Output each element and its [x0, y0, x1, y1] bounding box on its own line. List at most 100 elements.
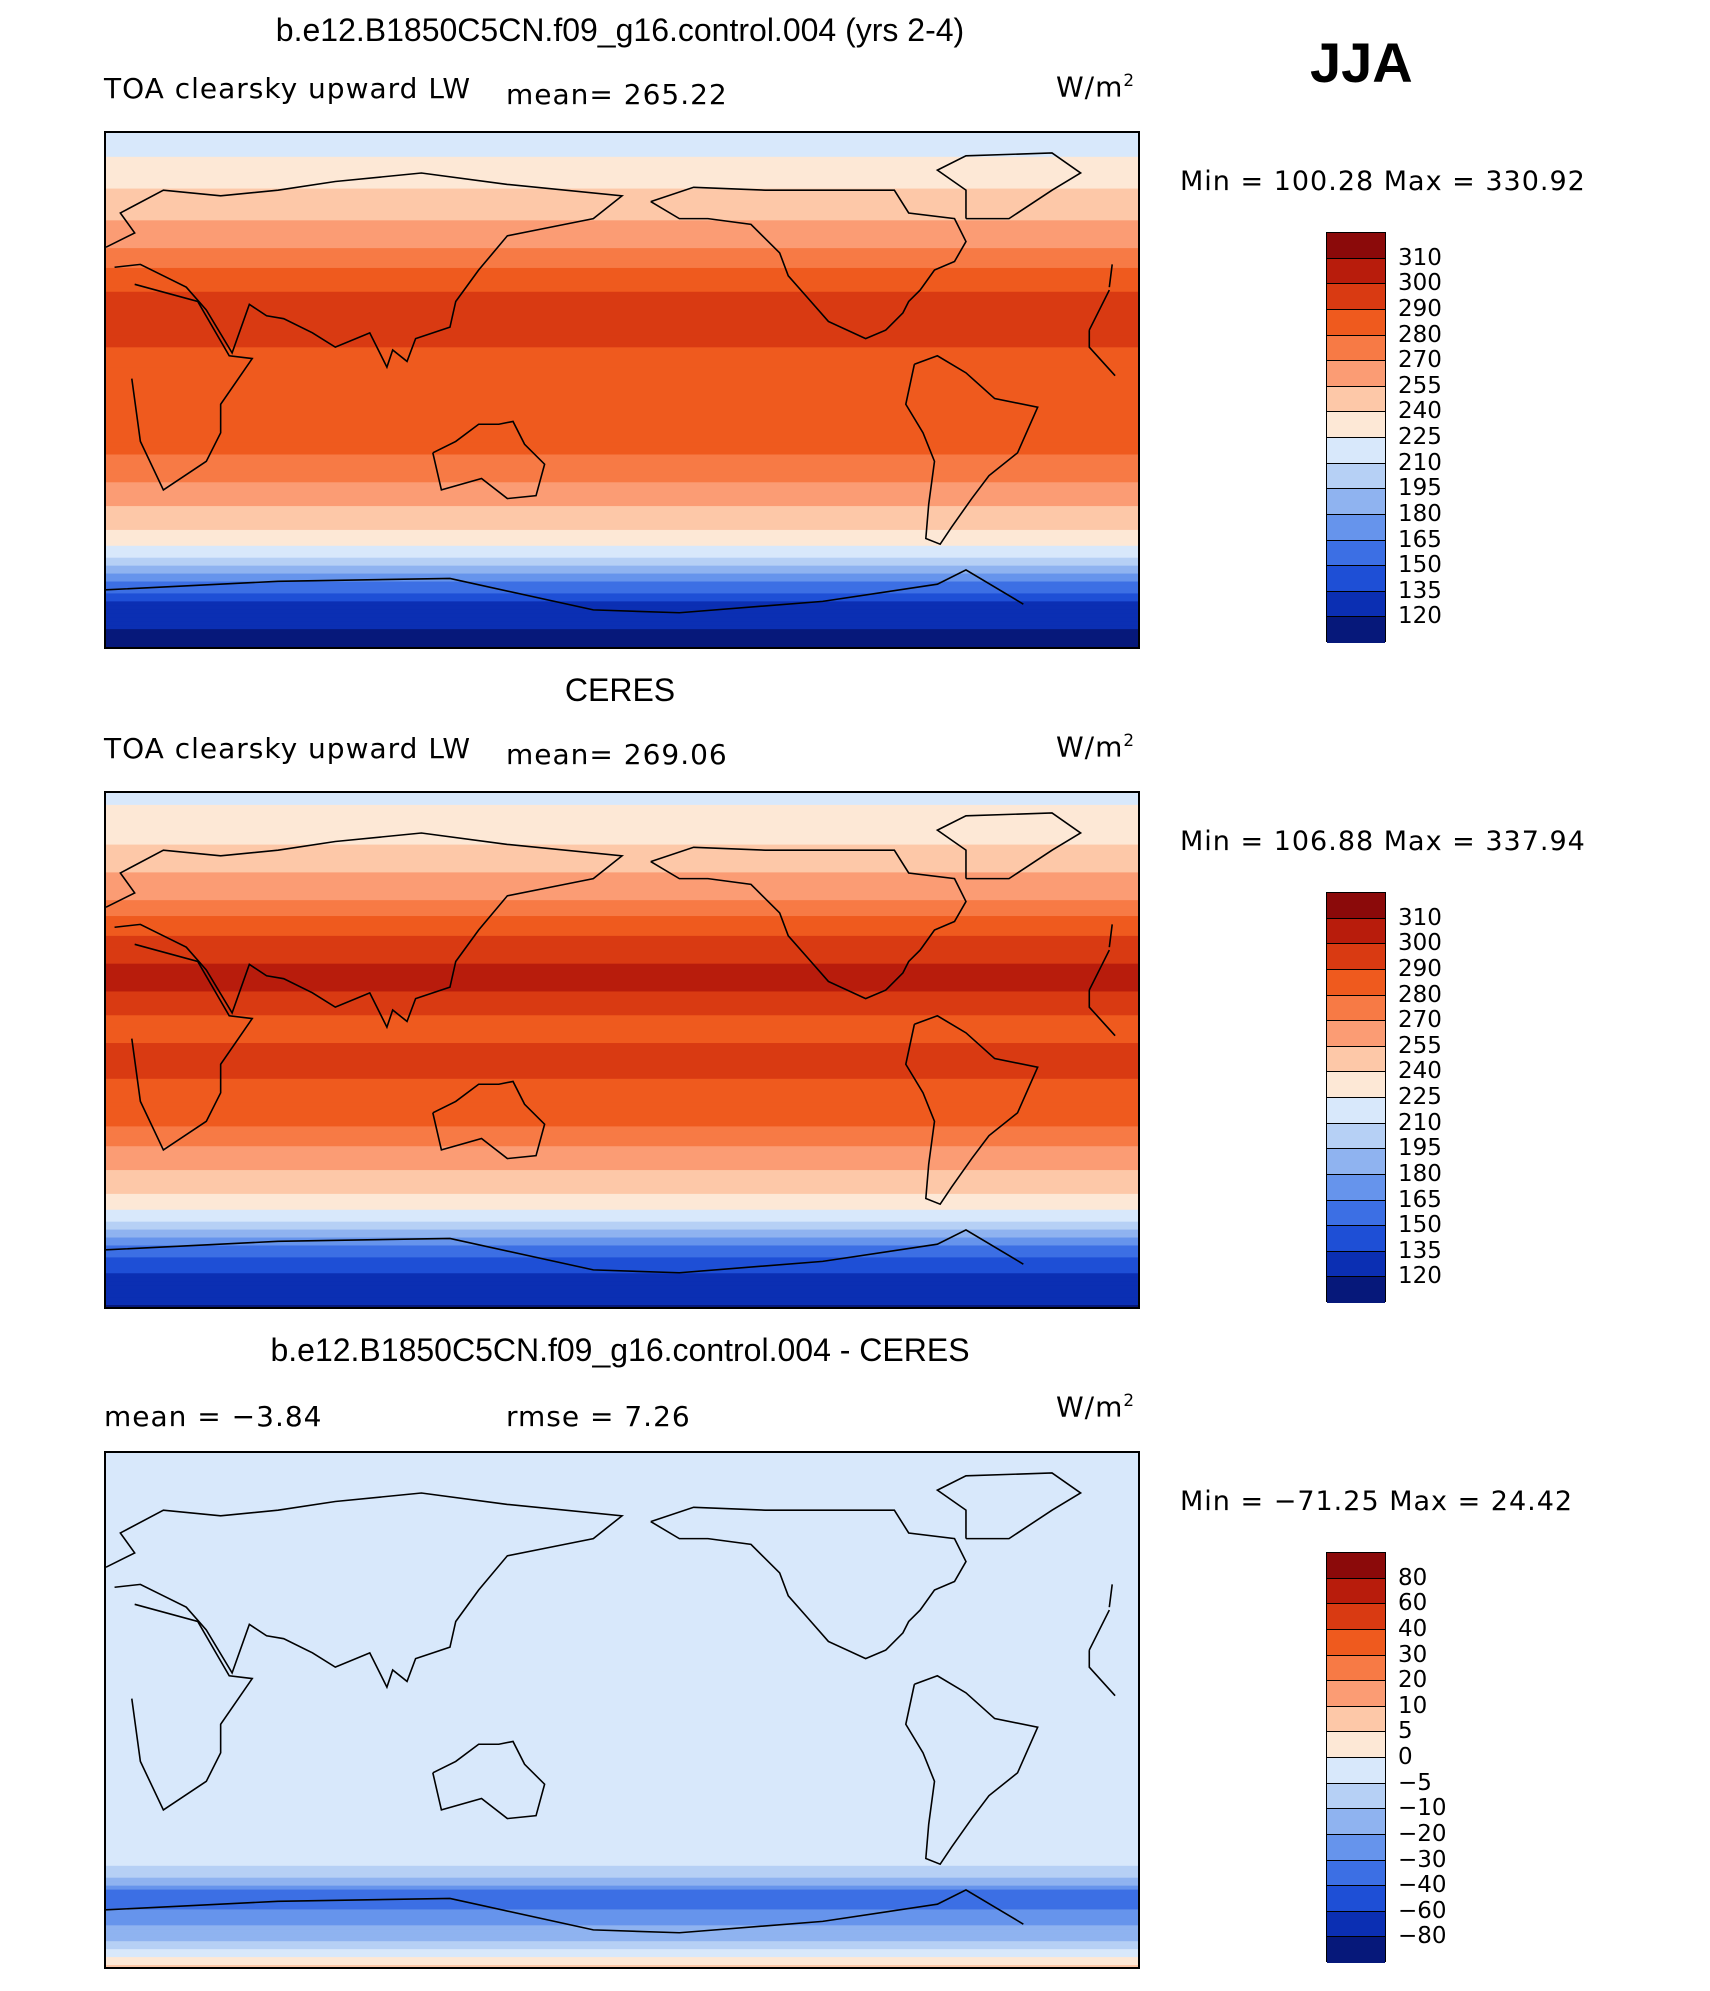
colorbar-tick-label: 60 — [1398, 1590, 1428, 1617]
contour-band — [106, 1170, 1138, 1175]
contour-band — [106, 236, 1138, 241]
contour-band — [106, 537, 1138, 543]
contour-band — [106, 156, 1138, 162]
contour-band — [106, 188, 1138, 194]
colorbar-tick-label: 310 — [1398, 244, 1442, 271]
contour-band — [106, 1691, 1138, 1696]
contour-band — [106, 1619, 1138, 1625]
contour-band — [106, 232, 1138, 237]
contour-band — [106, 1257, 1138, 1262]
contour-band — [106, 355, 1138, 360]
contour-band — [106, 1488, 1138, 1494]
contour-band — [106, 1217, 1138, 1223]
contour-band — [106, 263, 1138, 269]
contour-band — [106, 339, 1138, 344]
contour-band — [106, 1205, 1138, 1211]
colorbar-swatch — [1327, 489, 1385, 515]
contour-band — [106, 1587, 1138, 1593]
contour-band — [106, 892, 1138, 897]
contour-band — [106, 1734, 1138, 1740]
contour-band — [106, 1453, 1138, 1458]
colorbar-swatch — [1327, 1783, 1385, 1810]
contour-band — [106, 323, 1138, 328]
contour-band — [106, 402, 1138, 408]
contour-band — [106, 1703, 1138, 1708]
coastline — [935, 812, 1083, 880]
contour-band — [106, 490, 1138, 495]
panel-1-variable-label: TOA clearsky upward LW — [104, 72, 472, 105]
contour-band — [106, 1766, 1138, 1772]
contour-band — [106, 589, 1138, 594]
contour-band — [106, 1830, 1138, 1835]
contour-band — [106, 864, 1138, 869]
contour-band — [106, 963, 1138, 969]
contour-band — [106, 267, 1138, 273]
contour-band — [106, 252, 1138, 257]
contour-band — [106, 192, 1138, 198]
contour-band — [106, 1297, 1138, 1302]
contour-band — [106, 1611, 1138, 1617]
colorbar-swatch — [1327, 514, 1385, 541]
colorbar-tick-label: 135 — [1398, 1237, 1442, 1264]
contour-band — [106, 164, 1138, 170]
contour-band — [106, 1663, 1138, 1668]
colorbar-swatch — [1327, 1834, 1385, 1861]
contour-band — [106, 1027, 1138, 1032]
contour-band — [106, 1544, 1138, 1549]
contour-band — [106, 295, 1138, 301]
contour-band — [106, 1857, 1138, 1863]
colorbar-tick-label: 240 — [1398, 1058, 1442, 1085]
contour-band — [106, 1949, 1138, 1954]
contour-band — [106, 1142, 1138, 1147]
contour-band — [106, 466, 1138, 471]
contour-band — [106, 482, 1138, 487]
contour-band — [106, 1659, 1138, 1664]
contour-band — [106, 287, 1138, 293]
colorbar-swatch — [1327, 1277, 1385, 1303]
contour-band — [106, 935, 1138, 941]
contour-band — [106, 1094, 1138, 1100]
contour-band — [106, 971, 1138, 977]
colorbar-swatch — [1327, 591, 1385, 618]
contour-band — [106, 228, 1138, 233]
colorbar-tick-label: −60 — [1398, 1897, 1447, 1924]
contour-band — [106, 307, 1138, 313]
contour-band — [106, 196, 1138, 201]
contour-band — [106, 565, 1138, 571]
contour-band — [106, 812, 1138, 818]
contour-band — [106, 880, 1138, 885]
contour-band — [106, 387, 1138, 392]
contour-band — [106, 1615, 1138, 1621]
contour-band — [106, 581, 1138, 586]
contour-band — [106, 912, 1138, 917]
contour-band — [106, 1249, 1138, 1254]
season-label: JJA — [1310, 31, 1413, 94]
contour-band — [106, 200, 1138, 205]
contour-band — [106, 1897, 1138, 1903]
contour-band — [106, 852, 1138, 858]
contour-band — [106, 1285, 1138, 1290]
colorbar-tick-label: −5 — [1398, 1769, 1432, 1796]
coastline — [106, 1888, 1024, 1934]
colorbar-tick-label: 300 — [1398, 270, 1442, 297]
contour-band — [106, 1039, 1138, 1044]
contour-band — [106, 1265, 1138, 1270]
contour-band — [106, 184, 1138, 190]
contour-band — [106, 410, 1138, 416]
contour-band — [106, 836, 1138, 842]
contour-band — [106, 1810, 1138, 1815]
model-map — [104, 131, 1140, 649]
contour-band — [106, 1126, 1138, 1131]
contour-band — [106, 1941, 1138, 1946]
colorbar-tick-label: 80 — [1398, 1564, 1428, 1591]
contour-band — [106, 224, 1138, 229]
contour-band — [106, 1158, 1138, 1163]
contour-band — [106, 1043, 1138, 1048]
contour-band — [106, 1770, 1138, 1775]
contour-band — [106, 1726, 1138, 1732]
contour-band — [106, 525, 1138, 531]
colorbar-swatch — [1327, 1911, 1385, 1938]
contour-band — [106, 1035, 1138, 1040]
colorbar-tick-label: 180 — [1398, 500, 1442, 527]
contour-band — [106, 1774, 1138, 1779]
